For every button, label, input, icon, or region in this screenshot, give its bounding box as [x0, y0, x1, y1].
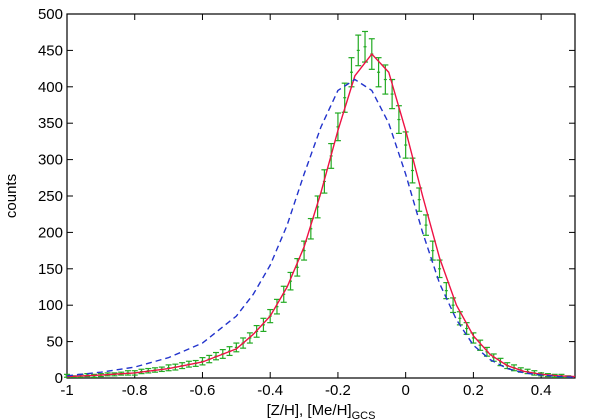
error-bar — [375, 57, 382, 88]
x-tick-label: 0.4 — [531, 382, 552, 399]
error-bar — [395, 105, 402, 134]
x-axis-label-subscript: GCS — [352, 410, 376, 419]
x-tick-label: -0.6 — [190, 382, 216, 399]
error-bar — [450, 297, 457, 314]
error-bar — [301, 240, 308, 261]
y-tick-label: 400 — [38, 79, 63, 96]
x-axis-label: [Z/H], [Me/H]GCS — [267, 402, 376, 419]
y-tick-label: 250 — [38, 188, 63, 205]
y-tick-label: 50 — [46, 334, 63, 351]
x-tick-label: -0.4 — [257, 382, 283, 399]
y-tick-label: 150 — [38, 261, 63, 278]
y-tick-label: 100 — [38, 297, 63, 314]
error-bar — [280, 285, 287, 303]
error-bar — [287, 271, 294, 291]
error-bar — [362, 30, 369, 63]
y-tick-label: 300 — [38, 152, 63, 169]
x-tick-label: -0.8 — [122, 382, 148, 399]
x-axis-label-main: [Z/H], [Me/H] — [267, 402, 352, 419]
plot-frame — [66, 13, 576, 379]
error-bar — [314, 195, 321, 219]
y-tick-label: 500 — [38, 6, 63, 23]
y-axis-label: counts — [3, 174, 20, 218]
x-tick-label: -1 — [60, 382, 73, 399]
x-tick-label: -0.2 — [325, 382, 351, 399]
x-tick-label: 0 — [401, 382, 409, 399]
error-bar — [382, 64, 389, 95]
y-tick-label: 450 — [38, 42, 63, 59]
error-bar — [348, 57, 355, 88]
error-bar — [443, 282, 450, 300]
error-bar — [409, 157, 416, 184]
y-tick-label: 0 — [55, 370, 63, 387]
y-tick-label: 350 — [38, 115, 63, 132]
x-tick-label: 0.2 — [463, 382, 484, 399]
error-bar — [307, 217, 314, 240]
error-bar — [355, 34, 362, 67]
y-tick-label: 200 — [38, 224, 63, 241]
curve — [66, 52, 576, 378]
curve — [66, 78, 576, 378]
